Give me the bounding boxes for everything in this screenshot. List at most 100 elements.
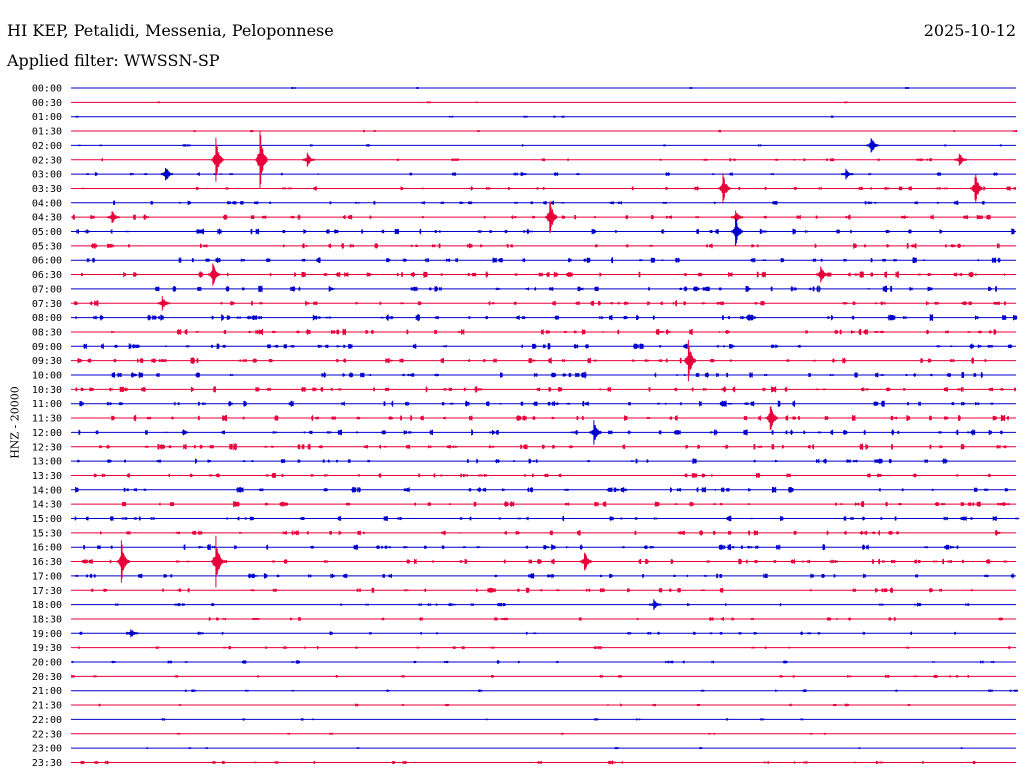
row-time-label: 08:00 [32, 313, 62, 324]
seismic-event-18 [589, 420, 602, 445]
row-time-label: 03:30 [32, 184, 62, 195]
trace-noise-row-42 [184, 689, 1018, 693]
trace-noise-row-17 [111, 328, 997, 336]
seismic-event-22 [649, 599, 662, 610]
trace-noise-row-33 [81, 558, 1008, 565]
row-time-label: 02:30 [32, 155, 62, 166]
seismic-event-6 [841, 168, 854, 180]
row-time-label: 06:30 [32, 270, 62, 281]
row-time-label: 04:30 [32, 213, 62, 224]
row-time-label: 17:00 [32, 571, 62, 582]
trace-noise-row-12 [86, 257, 1001, 264]
trace-noise-row-4 [78, 144, 1002, 147]
seismic-event-13 [208, 263, 221, 286]
trace-noise-row-11 [91, 242, 1000, 249]
trace-noise-row-7 [81, 186, 1017, 191]
trace-noise-row-39 [78, 645, 1011, 650]
trace-noise-row-3 [193, 129, 1018, 133]
filter-label: Applied filter: WWSSN-SP [7, 51, 220, 70]
seismic-event-8 [970, 174, 983, 203]
trace-noise-row-9 [72, 214, 991, 220]
trace-noise-row-35 [90, 587, 973, 593]
seismic-event-12 [730, 217, 744, 246]
row-time-label: 09:00 [32, 342, 62, 353]
row-time-label: 13:00 [32, 457, 62, 468]
row-time-label: 20:30 [32, 672, 62, 683]
seismic-event-7 [718, 173, 731, 204]
trace-group [71, 87, 1020, 765]
row-time-label: 11:00 [32, 399, 62, 410]
trace-noise-row-36 [115, 602, 970, 607]
trace-noise-row-21 [75, 386, 1017, 393]
row-time-label: 06:00 [32, 256, 62, 267]
trace-noise-row-19 [77, 357, 987, 364]
row-time-label: 03:00 [32, 170, 62, 181]
trace-noise-row-0 [291, 87, 910, 89]
row-time-label: 20:00 [32, 658, 62, 669]
row-time-label: 23:00 [32, 744, 62, 755]
row-time-label: 14:30 [32, 500, 62, 511]
trace-noise-row-2 [75, 115, 834, 118]
seismic-event-23 [126, 629, 139, 638]
station-title: HI KEP, Petalidi, Messenia, Peloponnese [7, 21, 334, 40]
trace-noise-row-16 [75, 314, 1018, 322]
row-time-label: 21:30 [32, 701, 62, 712]
row-time-label: 22:30 [32, 729, 62, 740]
row-time-label: 04:00 [32, 198, 62, 209]
trace-noise-row-20 [111, 371, 983, 379]
trace-noise-row-27 [94, 472, 991, 479]
row-time-label: 23:30 [32, 758, 62, 769]
trace-noise-row-1 [157, 101, 848, 104]
seismic-event-20 [211, 535, 224, 588]
seismic-event-0 [866, 138, 879, 153]
trace-noise-row-37 [208, 617, 1003, 621]
trace-noise-row-25 [99, 443, 1007, 451]
trace-noise-row-45 [176, 732, 826, 735]
trace-noise-row-5 [101, 158, 932, 162]
seismic-event-1 [211, 137, 224, 182]
trace-noise-row-38 [79, 631, 956, 636]
row-time-label: 01:30 [32, 127, 62, 138]
seismic-event-10 [545, 201, 558, 233]
trace-noise-row-18 [83, 343, 1013, 350]
seismic-event-19 [116, 540, 129, 583]
row-time-label: 08:30 [32, 327, 62, 338]
seismic-event-2 [255, 131, 268, 188]
row-time-label: 21:00 [32, 686, 62, 697]
trace-noise-row-31 [100, 530, 1001, 536]
row-time-label: 16:30 [32, 557, 62, 568]
row-time-label: 11:30 [32, 414, 62, 425]
row-time-label: 18:00 [32, 600, 62, 611]
row-time-label: 12:00 [32, 428, 62, 439]
row-time-label: 10:00 [32, 371, 62, 382]
seismic-event-16 [683, 339, 696, 382]
trace-noise-row-47 [80, 760, 976, 765]
row-time-label: 10:30 [32, 385, 62, 396]
seismic-event-4 [954, 153, 967, 166]
seismic-event-3 [302, 152, 315, 167]
row-time-label: 13:30 [32, 471, 62, 482]
trace-noise-row-15 [74, 300, 1006, 307]
trace-noise-row-23 [111, 414, 1009, 422]
trace-noise-row-44 [161, 718, 804, 721]
row-time-label: 00:30 [32, 98, 62, 109]
row-time-label: 07:00 [32, 284, 62, 295]
seismic-event-5 [160, 167, 173, 181]
trace-noise-row-29 [122, 501, 1010, 508]
row-time-label: 00:00 [32, 84, 62, 95]
row-time-label: 17:30 [32, 586, 62, 597]
row-time-label: 19:30 [32, 643, 62, 654]
row-time-label: 15:30 [32, 528, 62, 539]
trace-noise-row-40 [71, 660, 995, 664]
row-time-label: 02:00 [32, 141, 62, 152]
row-time-label: 19:00 [32, 629, 62, 640]
row-time-label: 05:30 [32, 241, 62, 252]
trace-noise-row-26 [77, 458, 948, 464]
row-time-label: 07:30 [32, 299, 62, 310]
seismic-event-17 [765, 406, 778, 430]
seismic-event-9 [107, 211, 120, 223]
trace-noise-row-22 [79, 400, 994, 407]
row-time-label: 15:00 [32, 514, 62, 525]
row-time-label: 09:30 [32, 356, 62, 367]
